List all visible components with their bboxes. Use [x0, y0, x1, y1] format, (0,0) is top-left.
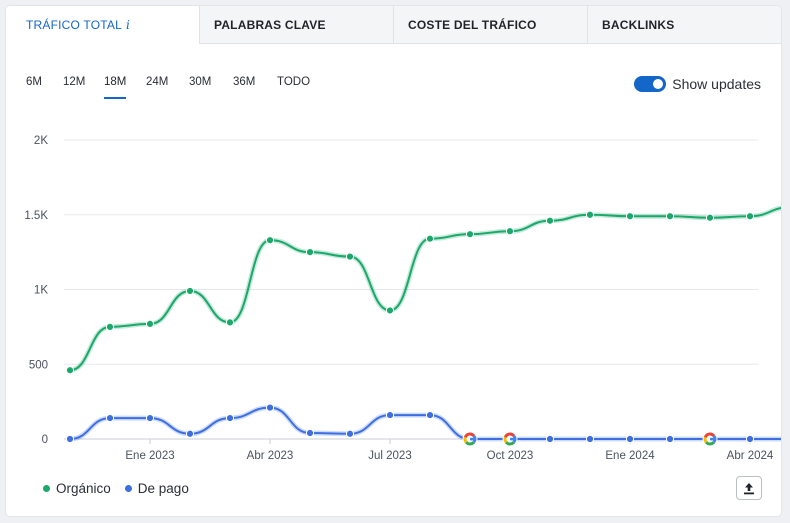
series-line-glow-de-pago	[67, 405, 781, 442]
google-icon-arc	[503, 432, 515, 439]
y-tick-label: 2K	[34, 135, 48, 147]
tab-label: BACKLINKS	[602, 17, 675, 32]
chart-legend: Orgánico De pago	[43, 481, 203, 496]
series-line-de-pago	[69, 406, 781, 441]
data-point-organico	[265, 236, 275, 245]
legend-dot-de-pago	[124, 485, 132, 492]
google-update-icon[interactable]	[462, 431, 478, 447]
period-30m[interactable]: 30M	[189, 76, 212, 88]
google-icon-arc	[465, 441, 475, 446]
data-point-organico	[105, 322, 115, 331]
data-point-organico	[425, 234, 435, 243]
data-point-de-pago	[745, 434, 755, 444]
data-point-organico	[465, 230, 475, 239]
google-update-icon[interactable]	[502, 431, 518, 447]
data-point-organico	[345, 252, 355, 261]
data-point-organico	[145, 319, 155, 328]
legend-organico[interactable]: Orgánico	[43, 481, 111, 496]
tab-palabras-clave[interactable]: PALABRAS CLAVE	[199, 6, 393, 44]
google-icon-arc	[463, 436, 468, 444]
google-icon-bar	[710, 437, 717, 441]
series-line-glow-organico	[67, 205, 781, 373]
toggle-knob	[653, 79, 664, 89]
data-point-de-pago	[225, 413, 235, 423]
data-point-organico	[665, 212, 675, 221]
google-update-icon[interactable]	[702, 431, 718, 447]
data-point-de-pago	[625, 434, 635, 444]
traffic-card: TRÁFICO TOTAL i PALABRAS CLAVE COSTE DEL…	[6, 6, 781, 516]
data-point-de-pago	[305, 428, 315, 438]
tab-coste-trafico[interactable]: COSTE DEL TRÁFICO	[393, 6, 587, 44]
x-tick-label: Abr 2023	[247, 450, 294, 462]
period-36m[interactable]: 36M	[233, 76, 256, 88]
period-6m[interactable]: 6M	[26, 76, 42, 88]
data-point-de-pago	[105, 413, 115, 423]
period-todo[interactable]: TODO	[277, 76, 311, 88]
data-point-de-pago	[145, 413, 155, 423]
data-point-organico	[545, 216, 555, 225]
x-tick-label: Jul 2023	[368, 450, 411, 462]
y-tick-label: 500	[29, 359, 48, 371]
x-tick-label: Oct 2023	[487, 450, 534, 462]
data-point-organico	[305, 248, 315, 257]
y-tick-label: 1.5K	[24, 210, 48, 222]
show-updates-control: Show updates	[634, 76, 761, 92]
google-icon-arc	[703, 436, 708, 444]
tab-trafico-total[interactable]: TRÁFICO TOTAL i	[6, 6, 199, 44]
tab-backlinks[interactable]: BACKLINKS	[587, 6, 781, 44]
period-12m[interactable]: 12M	[63, 76, 86, 88]
x-tick-label: Ene 2024	[605, 450, 655, 462]
tab-bar: TRÁFICO TOTAL i PALABRAS CLAVE COSTE DEL…	[6, 6, 781, 44]
google-icon-arc	[705, 441, 715, 446]
traffic-line-chart: 0 500 1K 1.5K 2K Ene 2023 Abr 2023 Jul 2023 Oct …	[24, 135, 781, 462]
legend-label-organico: Orgánico	[56, 481, 111, 496]
legend-dot-organico	[43, 485, 50, 492]
data-point-organico	[185, 286, 195, 296]
google-icon-arc	[703, 432, 715, 439]
data-point-de-pago	[585, 434, 595, 444]
google-icon-arc	[463, 432, 475, 439]
data-point-de-pago	[665, 434, 675, 444]
data-point-organico	[505, 227, 515, 236]
show-updates-label: Show updates	[672, 76, 761, 92]
y-tick-label: 0	[42, 434, 48, 446]
export-icon	[744, 482, 754, 494]
data-point-organico	[225, 318, 235, 327]
x-tick-label: Abr 2024	[727, 450, 774, 462]
data-point-organico	[585, 210, 595, 219]
google-icon-bar	[510, 437, 517, 441]
google-icon-bar	[470, 437, 477, 441]
tab-label: PALABRAS CLAVE	[214, 17, 326, 32]
data-point-organico	[705, 213, 715, 222]
export-button[interactable]	[736, 476, 762, 500]
data-point-de-pago	[545, 434, 555, 444]
tab-label: COSTE DEL TRÁFICO	[408, 17, 537, 32]
data-point-de-pago	[385, 410, 395, 420]
data-point-de-pago	[265, 403, 275, 412]
show-updates-toggle[interactable]	[634, 76, 667, 92]
y-tick-label: 1K	[34, 285, 48, 297]
legend-label-de-pago: De pago	[137, 481, 189, 496]
data-point-de-pago	[185, 429, 195, 438]
google-icon-arc	[505, 441, 515, 446]
data-point-organico	[65, 366, 75, 375]
series-line-organico	[69, 207, 781, 372]
google-icon-arc	[503, 436, 508, 444]
data-point-de-pago	[425, 410, 435, 420]
legend-de-pago[interactable]: De pago	[124, 481, 189, 496]
data-point-de-pago	[345, 429, 355, 438]
data-point-organico	[385, 306, 395, 315]
period-24m[interactable]: 24M	[146, 76, 169, 88]
data-point-de-pago	[65, 434, 75, 444]
tab-label: TRÁFICO TOTAL	[26, 18, 122, 32]
x-tick-label: Ene 2023	[125, 450, 174, 462]
info-icon[interactable]: i	[125, 18, 130, 32]
data-point-organico	[625, 212, 635, 221]
data-point-organico	[745, 212, 755, 221]
period-18m[interactable]: 18M	[104, 76, 127, 99]
